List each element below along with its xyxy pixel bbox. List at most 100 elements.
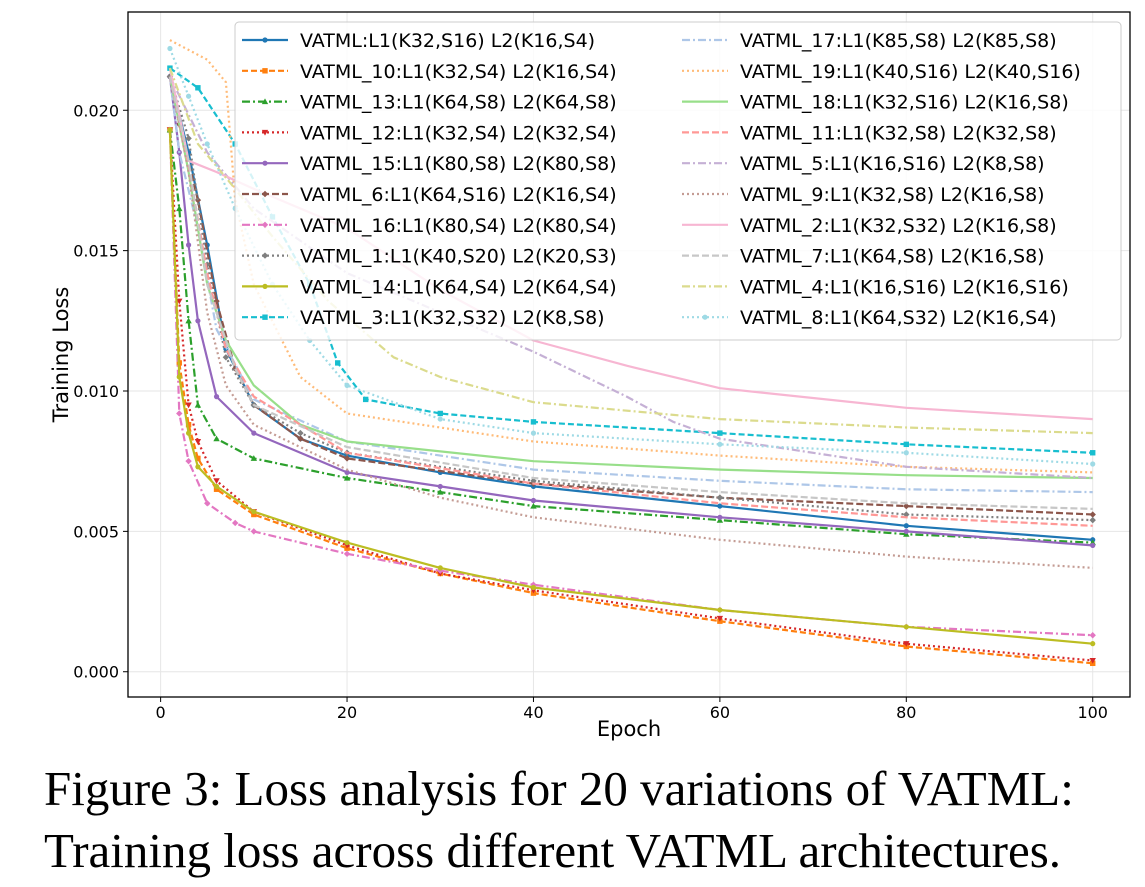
series-9 — [167, 127, 1096, 647]
legend-marker — [262, 160, 268, 166]
data-point — [231, 519, 239, 527]
legend-item: VATML_7:L1(K64,S8) L2(K16,S8) — [682, 246, 1045, 268]
data-point — [166, 73, 174, 80]
legend-label: VATML_8:L1(K64,S32) L2(K16,S4) — [740, 307, 1057, 329]
data-point — [530, 430, 537, 436]
series-19 — [168, 67, 1093, 435]
training-loss-chart: 0 20 40 60 80 100 0.000 0.005 0.010 0.015 0.020 Ep… — [49, 11, 1131, 741]
legend: VATML:L1(K32,S16) L2(K16,S4) VATML_10:L1(… — [234, 21, 1122, 341]
data-point — [185, 457, 192, 465]
series-line — [168, 76, 1093, 547]
x-tick-label: 40 — [523, 703, 543, 722]
data-point — [335, 360, 341, 366]
series-line — [168, 129, 1093, 645]
legend-label: VATML_15:L1(K80,S8) L2(K80,S8) — [300, 153, 617, 175]
series-line — [168, 67, 1093, 435]
data-point — [1089, 516, 1096, 524]
legend-label: VATML_19:L1(K40,S16) L2(K40,S16) — [740, 61, 1081, 83]
data-point — [1090, 641, 1096, 647]
data-point — [297, 435, 304, 442]
data-point — [530, 497, 537, 504]
y-tick-label: 0.020 — [73, 101, 119, 120]
series-16 — [168, 76, 1093, 569]
data-point — [1090, 450, 1096, 456]
series-line — [169, 39, 1093, 474]
data-point — [903, 441, 909, 448]
data-point — [250, 528, 258, 535]
data-point — [176, 205, 183, 212]
data-point — [204, 141, 210, 147]
data-point — [717, 441, 723, 447]
caption-line-2: Training loss across different VATML arc… — [44, 823, 1062, 878]
data-point — [903, 641, 910, 647]
data-point — [437, 565, 443, 571]
legend-item: VATML_5:L1(K16,S16) L2(K8,S8) — [682, 153, 1045, 175]
data-point — [167, 45, 173, 52]
legend-marker — [262, 68, 268, 74]
legend-item: VATML_18:L1(K32,S16) L2(K16,S8) — [682, 92, 1069, 114]
legend-label: VATML_7:L1(K64,S8) L2(K16,S8) — [740, 246, 1045, 268]
data-point — [213, 435, 220, 442]
legend-item: VATML_15:L1(K80,S8) L2(K80,S8) — [242, 153, 617, 175]
legend-label: VATML_12:L1(K32,S4) L2(K32,S4) — [300, 122, 617, 144]
series-line — [168, 129, 1093, 544]
y-axis-label: Training Loss — [49, 287, 73, 424]
y-tick-label: 0.010 — [73, 382, 119, 401]
legend-item: VATML_8:L1(K64,S32) L2(K16,S4) — [682, 307, 1057, 329]
plot-lines — [166, 39, 1096, 667]
data-point — [343, 550, 351, 558]
y-tick-label: 0.005 — [73, 522, 119, 541]
x-tick-label: 0 — [156, 703, 166, 722]
legend-marker — [261, 129, 269, 136]
x-tick-label: 80 — [896, 703, 916, 722]
data-point — [717, 607, 723, 613]
data-point — [716, 615, 724, 622]
data-point — [195, 318, 201, 324]
data-point — [176, 298, 183, 305]
data-point — [343, 474, 351, 481]
legend-item: VATML_4:L1(K16,S16) L2(K16,S16) — [682, 276, 1069, 298]
legend-item: VATML_14:L1(K64,S4) L2(K64,S4) — [242, 276, 617, 298]
data-point — [176, 374, 182, 380]
legend-label: VATML_5:L1(K16,S16) L2(K8,S8) — [740, 153, 1045, 175]
data-point — [717, 430, 723, 436]
figure-caption: Figure 3: Loss analysis for 20 variation… — [44, 758, 1134, 882]
x-tick-label: 100 — [1077, 703, 1108, 722]
legend-label: VATML_9:L1(K32,S8) L2(K16,S8) — [740, 184, 1045, 206]
legend-label: VATML_14:L1(K64,S4) L2(K64,S4) — [300, 276, 617, 298]
data-point — [176, 410, 183, 417]
legend-marker — [261, 190, 269, 198]
legend-item: VATML_19:L1(K40,S16) L2(K40,S16) — [682, 61, 1081, 83]
plot-frame — [127, 11, 1131, 698]
series-line — [169, 67, 1093, 454]
legend-item: VATML_9:L1(K32,S8) L2(K16,S8) — [682, 184, 1045, 206]
legend-marker — [261, 98, 269, 105]
series-11 — [168, 76, 1093, 494]
data-point — [185, 242, 192, 248]
legend-item: VATML_16:L1(K80,S4) L2(K80,S4) — [242, 215, 617, 237]
data-point — [251, 430, 257, 436]
data-point — [185, 93, 192, 99]
y-tick-label: 0.000 — [73, 663, 119, 682]
data-point — [530, 584, 537, 591]
data-point — [362, 396, 369, 403]
legend-item: VATML_6:L1(K64,S16) L2(K16,S4) — [242, 184, 617, 206]
data-point — [437, 483, 443, 490]
series-18 — [168, 76, 1093, 510]
data-point — [530, 502, 537, 509]
legend-item: VATML_3:L1(K32,S32) L2(K8,S8) — [242, 307, 605, 329]
data-point — [195, 464, 201, 470]
legend-label: VATML_6:L1(K64,S16) L2(K16,S4) — [300, 184, 617, 206]
data-point — [903, 528, 909, 534]
series-line — [168, 129, 1093, 662]
data-point — [437, 410, 443, 417]
data-point — [194, 438, 202, 445]
legend-label: VATML:L1(K32,S16) L2(K16,S4) — [300, 30, 595, 52]
series-line — [168, 76, 1093, 516]
series-line — [168, 129, 1093, 665]
series-line — [168, 76, 1093, 510]
series-12 — [169, 39, 1093, 474]
legend-label: VATML_10:L1(K32,S4) L2(K16,S4) — [300, 61, 617, 83]
series-line — [168, 76, 1093, 569]
legend-item: VATML_13:L1(K64,S8) L2(K64,S8) — [242, 92, 617, 114]
